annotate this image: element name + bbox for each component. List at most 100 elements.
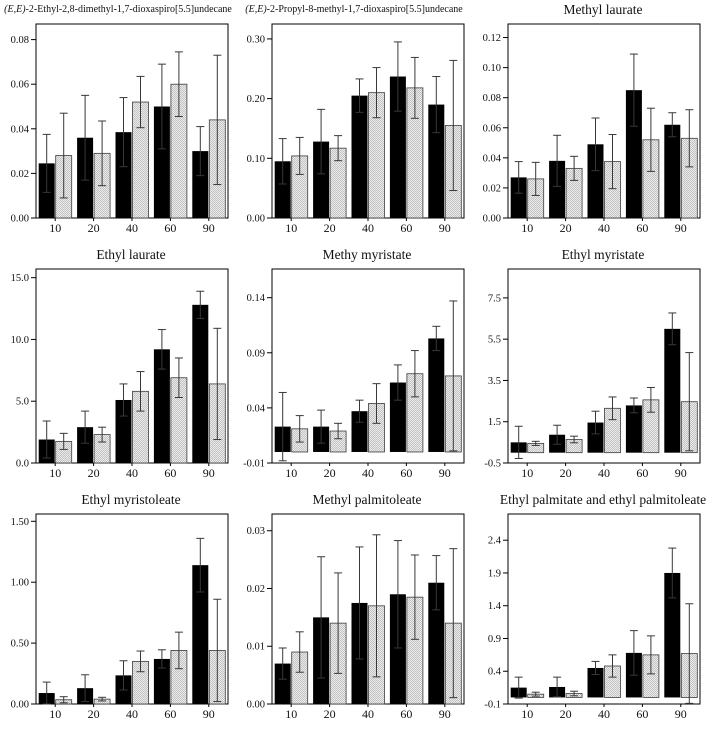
x-tick-label: 60 (400, 707, 412, 721)
y-tick-label: 0.06 (483, 123, 501, 134)
bar-chart-methyl-laurate: 0.00 0.02 0.04 0.06 0.08 0.10 0.12 10 20 40 60 90 (483, 23, 701, 235)
y-tick-label: 0.00 (247, 214, 265, 225)
y-tick-label: 0.00 (247, 700, 265, 711)
x-tick-label: 90 (203, 707, 215, 721)
y-tick-label: 0.03 (247, 526, 265, 537)
y-tick-label: 0.0 (16, 459, 29, 470)
bar-black (153, 349, 170, 463)
x-tick-label: 90 (439, 221, 451, 235)
x-tick-label: 60 (636, 707, 648, 721)
y-tick-label: 1.9 (488, 568, 501, 579)
chart-title: (E,E)-2-Ethyl-2,8-dimethyl-1,7-dioxaspir… (0, 1, 236, 18)
x-tick-label: 20 (560, 707, 572, 721)
chart-cell-ethyl-myristoleate: Ethyl myristoleate 0.00 0.50 1.00 1.50 10 20 4… (0, 490, 236, 731)
x-tick-label: 40 (598, 466, 610, 480)
chart-title-text: Methyl laurate (563, 2, 643, 17)
bar-black (587, 422, 604, 453)
chart-title: Methyl laurate (472, 1, 708, 18)
chart-cell-methyl-laurate: Methyl laurate 0.00 0.02 0.04 0.06 0.08 0.10 0… (472, 0, 708, 245)
y-tick-label: 0.08 (483, 93, 501, 104)
bar-black (664, 124, 681, 218)
y-tick-label: 15.0 (11, 273, 29, 284)
y-tick-label: 0.10 (483, 63, 501, 74)
y-tick-label: 1.50 (11, 517, 29, 528)
chart-cell-dioxaspiro-ethyl: (E,E)-2-Ethyl-2,8-dimethyl-1,7-dioxaspir… (0, 0, 236, 245)
chart-cell-methyl-palmitoleate: Methyl palmitoleate 0.00 0.01 0.02 0.03 10 20… (236, 490, 472, 731)
x-tick-label: 90 (439, 707, 451, 721)
chart-title: Ethyl palmitate and ethyl palmitoleate (472, 491, 708, 508)
x-tick-label: 10 (285, 707, 297, 721)
x-tick-label: 40 (598, 707, 610, 721)
bar-black (625, 405, 642, 453)
x-tick-label: 60 (164, 221, 176, 235)
bar-chart-dioxaspiro-propyl: 0.00 0.10 0.20 0.30 10 20 40 60 90 (247, 23, 465, 235)
y-tick-label: 0.50 (11, 639, 29, 650)
chart-cell-dioxaspiro-propyl: (E,E)-2-Propyl-8-methyl-1,7-dioxaspiro[5… (236, 0, 472, 245)
chart-title-italic: (E,E) (245, 4, 267, 15)
x-tick-label: 20 (88, 221, 100, 235)
bar-black (510, 177, 527, 218)
chart-cell-methyl-myristate: Methy myristate -0.01 0.04 0.09 0.14 10 20 40 6… (236, 245, 472, 490)
y-tick-label: 1.00 (11, 578, 29, 589)
chart-title: Methyl palmitoleate (236, 491, 472, 508)
x-tick-label: 90 (203, 221, 215, 235)
x-tick-label: 40 (362, 221, 374, 235)
bar-black (549, 160, 566, 218)
x-tick-label: 90 (203, 466, 215, 480)
bar-black (77, 427, 94, 463)
y-tick-label: 7.5 (488, 293, 501, 304)
x-tick-label: 20 (324, 466, 336, 480)
bar-chart-ethyl-myristoleate: 0.00 0.50 1.00 1.50 10 20 40 60 90 (11, 513, 229, 721)
y-tick-label: 0.14 (247, 293, 266, 304)
chart-title-italic: (E,E) (4, 4, 26, 15)
bar-black (428, 582, 445, 704)
y-tick-label: 0.02 (483, 183, 501, 194)
y-tick-label: 5.0 (16, 397, 29, 408)
bar-black (351, 411, 368, 452)
bar-chart-dioxaspiro-ethyl: 0.00 0.02 0.04 0.06 0.08 10 20 40 60 90 (11, 23, 229, 235)
bar-black (389, 76, 406, 218)
y-tick-label: 0.12 (483, 33, 501, 44)
y-tick-label: 0.4 (488, 667, 502, 678)
x-tick-label: 90 (675, 707, 687, 721)
bar-black (153, 658, 170, 704)
y-tick-label: 0.20 (247, 94, 265, 105)
chart-title-text: -2-Propyl-8-methyl-1,7-dioxaspiro[5.5]un… (266, 4, 463, 15)
x-tick-label: 60 (400, 221, 412, 235)
y-tick-label: 5.5 (488, 335, 501, 346)
bar-chart-ethyl-palmitate: -0.1 0.4 0.9 1.4 1.9 2.4 10 20 40 60 90 (484, 513, 701, 721)
y-tick-label: 0.00 (483, 214, 501, 225)
chart-title: Methy myristate (236, 246, 472, 263)
bar-black (428, 338, 445, 452)
bar-black (625, 90, 642, 218)
x-tick-label: 10 (521, 707, 533, 721)
x-tick-label: 90 (675, 221, 687, 235)
x-tick-label: 90 (439, 466, 451, 480)
y-tick-label: 0.04 (247, 403, 266, 414)
bar-black (664, 572, 681, 698)
chart-title-text: Methyl palmitoleate (312, 492, 422, 507)
y-tick-label: -0.1 (484, 700, 501, 711)
bar-black (587, 667, 604, 698)
x-tick-label: 60 (400, 466, 412, 480)
x-tick-label: 10 (49, 466, 61, 480)
y-tick-label: 0.9 (488, 634, 501, 645)
chart-title-text: Methy myristate (322, 247, 412, 262)
x-tick-label: 10 (49, 221, 61, 235)
y-tick-label: 0.02 (11, 169, 29, 180)
bar-black (587, 144, 604, 218)
x-tick-label: 20 (324, 707, 336, 721)
y-tick-label: 0.02 (247, 584, 265, 595)
bar-black (389, 594, 406, 704)
x-tick-label: 10 (521, 221, 533, 235)
bar-black (274, 663, 291, 704)
y-tick-label: 0.30 (247, 34, 265, 45)
bar-black (153, 106, 170, 218)
chart-title-text: Ethyl laurate (96, 247, 166, 262)
y-tick-label: 1.4 (488, 601, 502, 612)
x-tick-label: 20 (560, 221, 572, 235)
chart-title-text: Ethyl myristoleate (81, 492, 181, 507)
chart-title: Ethyl myristoleate (0, 491, 236, 508)
x-tick-label: 40 (598, 221, 610, 235)
